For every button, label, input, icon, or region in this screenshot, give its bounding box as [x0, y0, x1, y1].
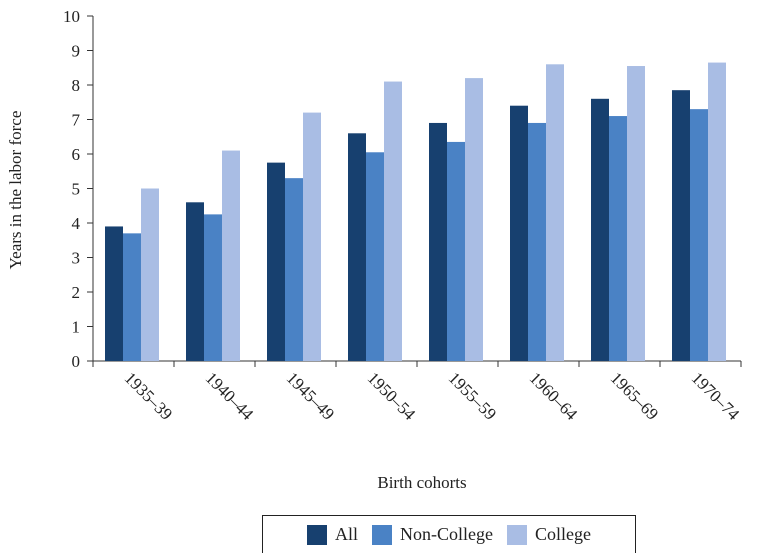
- x-tick-label: 1945–49: [283, 368, 339, 424]
- x-tick-label: 1965–69: [607, 368, 663, 424]
- bar-all: [510, 105, 528, 361]
- bar-college: [708, 62, 726, 361]
- y-axis: 0 1 2 3 4 5 6 7 8 9 10: [63, 7, 94, 371]
- legend-label-all: All: [335, 524, 359, 544]
- legend: All Non-College College: [262, 515, 636, 553]
- bar-all: [105, 226, 123, 361]
- bar-all: [186, 202, 204, 361]
- y-tick-label: 8: [72, 76, 81, 95]
- y-tick-label: 9: [72, 42, 81, 61]
- bar-college: [303, 112, 321, 361]
- bar-all: [348, 133, 366, 361]
- legend-item-non-college: Non-College: [372, 524, 493, 545]
- legend-swatch-all: [307, 524, 327, 545]
- bar-non-college: [690, 109, 708, 362]
- bar-all: [591, 98, 609, 362]
- bar-college: [384, 81, 402, 362]
- x-axis: 1935–39 1940–44 1945–49 1950–54 1955–59 1960–…: [92, 360, 744, 424]
- bar-college: [141, 188, 159, 361]
- bar-non-college: [123, 233, 141, 361]
- legend-swatch-non-college: [372, 524, 393, 545]
- y-tick-label: 0: [72, 352, 81, 371]
- y-axis-title: Years in the labor force: [6, 111, 25, 270]
- y-tick-label: 4: [72, 214, 81, 233]
- bar-college: [465, 78, 483, 361]
- bar-non-college: [366, 152, 384, 361]
- bars: [105, 62, 726, 362]
- bar-college: [222, 150, 240, 361]
- x-tick-label: 1950–54: [364, 368, 420, 424]
- legend-item-all: All: [307, 524, 358, 545]
- bar-all: [429, 122, 447, 361]
- legend-label-college: College: [535, 524, 591, 544]
- x-tick-label: 1960–64: [526, 368, 582, 424]
- y-tick-label: 10: [63, 7, 80, 26]
- y-tick-label: 2: [72, 283, 81, 302]
- x-axis-title: Birth cohorts: [377, 473, 466, 492]
- x-tick-label: 1970–74: [688, 368, 744, 424]
- legend-label-non-college: Non-College: [400, 524, 493, 544]
- bar-all: [267, 162, 285, 361]
- x-tick-label: 1940–44: [202, 368, 258, 424]
- legend-swatch-college: [507, 524, 527, 545]
- bar-all: [672, 90, 690, 362]
- y-tick-label: 3: [72, 249, 81, 268]
- y-tick-label: 5: [72, 180, 81, 199]
- y-tick-label: 1: [72, 318, 81, 337]
- bar-non-college: [609, 116, 627, 361]
- x-tick-label: 1935–39: [121, 368, 177, 424]
- bar-college: [627, 66, 645, 362]
- y-tick-label: 7: [72, 111, 81, 130]
- bar-college: [546, 64, 564, 362]
- bar-non-college: [204, 214, 222, 361]
- x-tick-label: 1955–59: [445, 368, 501, 424]
- bar-non-college: [528, 122, 546, 361]
- bar-non-college: [447, 141, 465, 361]
- legend-item-college: College: [507, 524, 591, 545]
- bar-non-college: [285, 178, 303, 361]
- y-tick-label: 6: [72, 145, 81, 164]
